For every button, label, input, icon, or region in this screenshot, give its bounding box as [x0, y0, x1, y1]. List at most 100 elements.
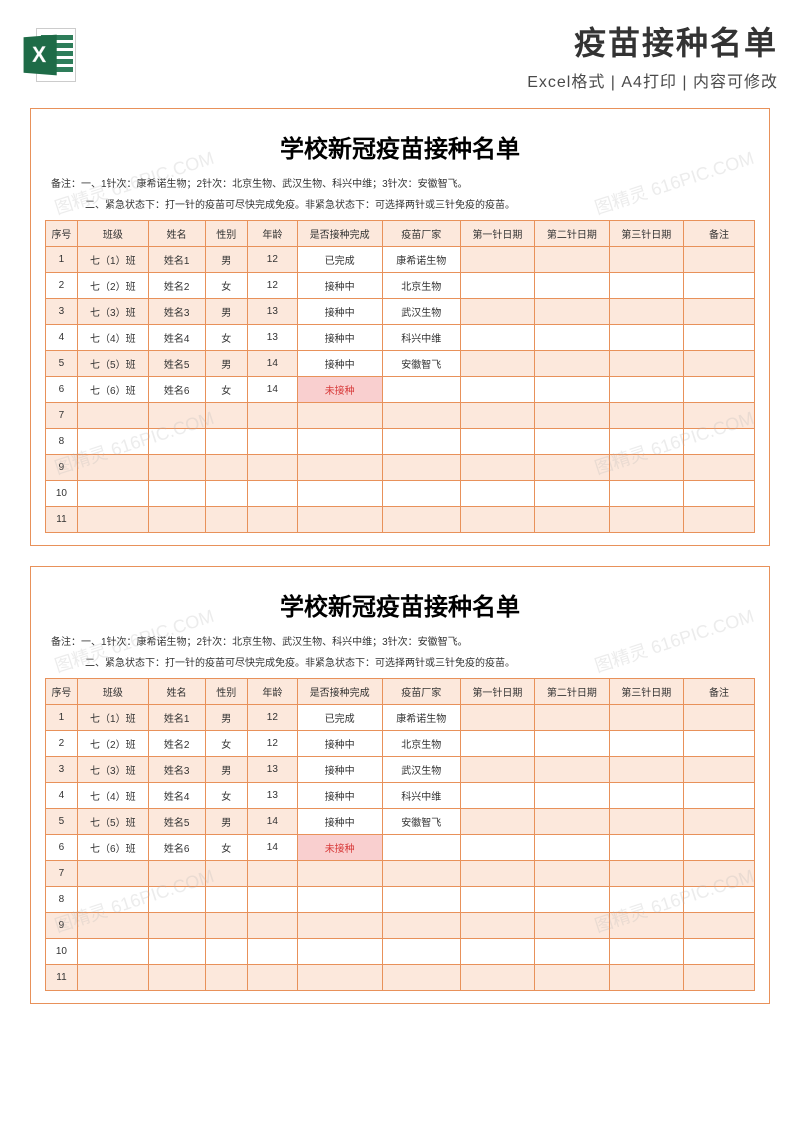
- cell-name: 姓名1: [148, 705, 205, 731]
- cell-class: [77, 939, 148, 965]
- cell-sex: [205, 481, 248, 507]
- cell-seq: 9: [46, 913, 78, 939]
- column-header: 姓名: [148, 679, 205, 705]
- table-row: 6七（6）班姓名6女14未接种: [46, 835, 755, 861]
- cell-remark: [684, 481, 755, 507]
- cell-mfr: [382, 455, 460, 481]
- cell-d1: [460, 247, 534, 273]
- cell-remark: [684, 757, 755, 783]
- note-line-2: 二、紧急状态下：打一针的疫苗可尽快完成免疫。非紧急状态下：可选择两针或三针免疫的…: [45, 653, 755, 674]
- cell-d2: [535, 481, 609, 507]
- cell-status: 未接种: [297, 835, 382, 861]
- table-row: 8: [46, 887, 755, 913]
- cell-sex: 男: [205, 299, 248, 325]
- cell-remark: [684, 273, 755, 299]
- cell-d3: [609, 481, 683, 507]
- cell-age: [248, 455, 298, 481]
- cell-d3: [609, 455, 683, 481]
- header-title: 疫苗接种名单: [88, 18, 778, 64]
- cell-d1: [460, 809, 534, 835]
- cell-status: 接种中: [297, 731, 382, 757]
- cell-age: [248, 481, 298, 507]
- cell-class: 七（3）班: [77, 757, 148, 783]
- cell-mfr: [382, 481, 460, 507]
- cell-sex: [205, 507, 248, 533]
- cell-d2: [535, 377, 609, 403]
- cell-d3: [609, 835, 683, 861]
- cell-name: [148, 455, 205, 481]
- cell-seq: 6: [46, 835, 78, 861]
- vaccine-table: 序号班级姓名性别年龄是否接种完成疫苗厂家第一针日期第二针日期第三针日期备注1七（…: [45, 678, 755, 991]
- cell-class: [77, 507, 148, 533]
- cell-mfr: 北京生物: [382, 273, 460, 299]
- column-header: 姓名: [148, 221, 205, 247]
- cell-sex: 男: [205, 809, 248, 835]
- cell-age: 12: [248, 731, 298, 757]
- cell-name: [148, 887, 205, 913]
- cell-age: [248, 861, 298, 887]
- cell-status: [297, 939, 382, 965]
- cell-name: [148, 507, 205, 533]
- cell-class: [77, 455, 148, 481]
- cell-d1: [460, 299, 534, 325]
- cell-name: 姓名4: [148, 325, 205, 351]
- cell-d1: [460, 507, 534, 533]
- column-header: 序号: [46, 679, 78, 705]
- cell-d1: [460, 705, 534, 731]
- cell-name: [148, 429, 205, 455]
- cell-class: [77, 861, 148, 887]
- cell-seq: 5: [46, 351, 78, 377]
- cell-status: 接种中: [297, 299, 382, 325]
- table-row: 1七（1）班姓名1男12已完成康希诺生物: [46, 247, 755, 273]
- cell-d1: [460, 455, 534, 481]
- cell-d3: [609, 273, 683, 299]
- cell-age: [248, 507, 298, 533]
- column-header: 性别: [205, 221, 248, 247]
- cell-age: 14: [248, 351, 298, 377]
- cell-seq: 1: [46, 247, 78, 273]
- cell-class: 七（6）班: [77, 835, 148, 861]
- column-header: 班级: [77, 221, 148, 247]
- cell-name: 姓名1: [148, 247, 205, 273]
- cell-name: 姓名3: [148, 757, 205, 783]
- cell-d2: [535, 835, 609, 861]
- cell-remark: [684, 403, 755, 429]
- column-header: 性别: [205, 679, 248, 705]
- cell-remark: [684, 429, 755, 455]
- table-row: 5七（5）班姓名5男14接种中安徽智飞: [46, 351, 755, 377]
- table-row: 3七（3）班姓名3男13接种中武汉生物: [46, 299, 755, 325]
- cell-d3: [609, 403, 683, 429]
- cell-remark: [684, 731, 755, 757]
- cell-status: [297, 403, 382, 429]
- cell-sex: 女: [205, 377, 248, 403]
- cell-d3: [609, 377, 683, 403]
- table-row: 4七（4）班姓名4女13接种中科兴中维: [46, 783, 755, 809]
- cell-name: [148, 403, 205, 429]
- cell-d1: [460, 403, 534, 429]
- cell-d2: [535, 403, 609, 429]
- cell-mfr: 北京生物: [382, 731, 460, 757]
- cell-d2: [535, 429, 609, 455]
- column-header: 班级: [77, 679, 148, 705]
- table-row: 11: [46, 507, 755, 533]
- cell-d1: [460, 887, 534, 913]
- column-header: 是否接种完成: [297, 221, 382, 247]
- cell-d3: [609, 965, 683, 991]
- cell-status: 接种中: [297, 351, 382, 377]
- column-header: 疫苗厂家: [382, 221, 460, 247]
- cell-status: [297, 965, 382, 991]
- cell-d3: [609, 247, 683, 273]
- cell-remark: [684, 939, 755, 965]
- cell-age: 13: [248, 325, 298, 351]
- cell-status: 接种中: [297, 273, 382, 299]
- cell-mfr: [382, 887, 460, 913]
- cell-d1: [460, 913, 534, 939]
- cell-age: [248, 887, 298, 913]
- cell-name: 姓名5: [148, 809, 205, 835]
- cell-remark: [684, 325, 755, 351]
- cell-age: [248, 403, 298, 429]
- cell-mfr: 武汉生物: [382, 757, 460, 783]
- cell-class: [77, 481, 148, 507]
- vaccine-table: 序号班级姓名性别年龄是否接种完成疫苗厂家第一针日期第二针日期第三针日期备注1七（…: [45, 220, 755, 533]
- cell-sex: 男: [205, 247, 248, 273]
